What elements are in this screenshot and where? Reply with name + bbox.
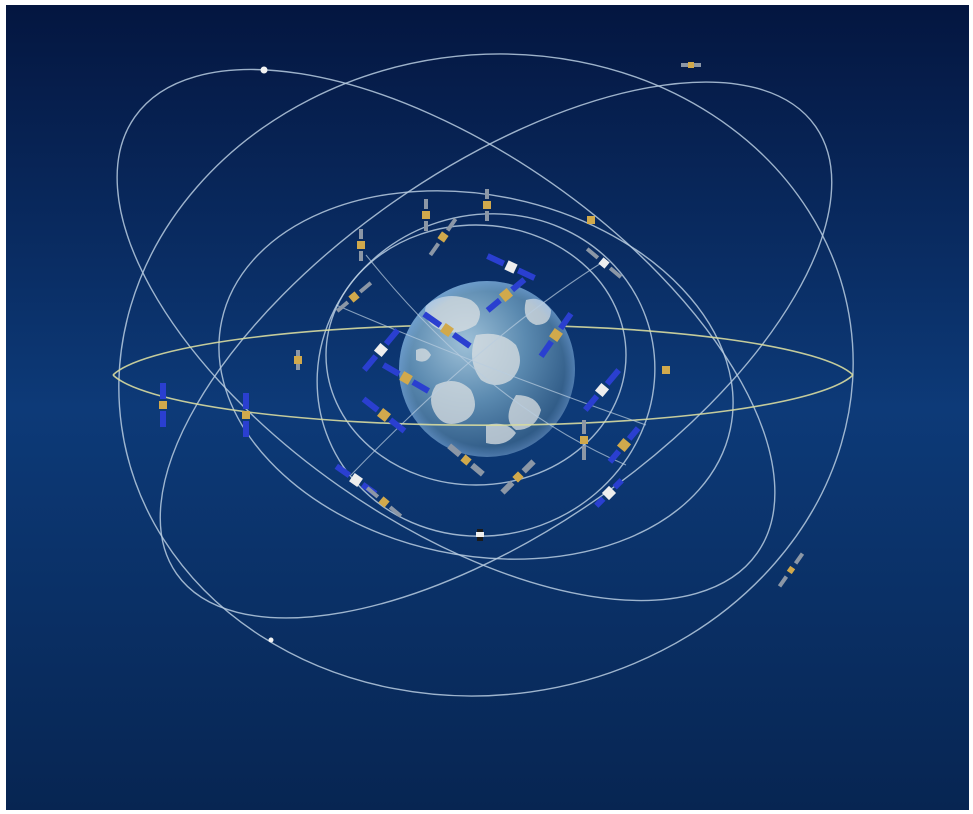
satellite (361, 396, 407, 434)
outer-orbits (116, 53, 854, 697)
satellite (294, 350, 302, 370)
satellite (422, 311, 472, 349)
satellite (242, 393, 250, 437)
orbit-ring-5 (316, 213, 656, 537)
satellite (361, 328, 401, 372)
satellite (268, 637, 274, 643)
orbit-ring-4 (218, 190, 734, 560)
satellite (580, 420, 588, 460)
orbit-ring-3 (159, 81, 833, 619)
satellite (777, 552, 805, 588)
satellite (594, 478, 624, 508)
satellite (607, 426, 641, 464)
satellites-gray-panel (260, 62, 805, 643)
satellite-constellation-scene (6, 5, 969, 810)
satellite (582, 368, 622, 412)
orbit-ring-6 (325, 224, 627, 486)
inner-orbits (335, 254, 647, 476)
satellite (365, 486, 403, 518)
satellite (159, 383, 167, 427)
satellite (587, 216, 595, 224)
satellite (357, 229, 365, 261)
satellite (662, 366, 670, 374)
satellite (538, 311, 574, 359)
satellite (483, 189, 491, 221)
satellite (485, 277, 527, 313)
satellite (335, 281, 373, 313)
orbit-ring-2 (116, 68, 776, 602)
satellite (260, 66, 268, 74)
satellite (381, 362, 431, 394)
satellite (681, 62, 701, 68)
satellite (422, 199, 430, 231)
satellite (476, 529, 484, 541)
satellite (447, 443, 485, 477)
orbit-ring-1 (118, 53, 854, 697)
satellite (585, 247, 623, 279)
image-frame (6, 5, 969, 810)
satellites-blue-panel (159, 253, 641, 508)
satellite (428, 217, 458, 257)
equatorial-orbit-front (112, 374, 854, 427)
satellite (486, 253, 536, 281)
